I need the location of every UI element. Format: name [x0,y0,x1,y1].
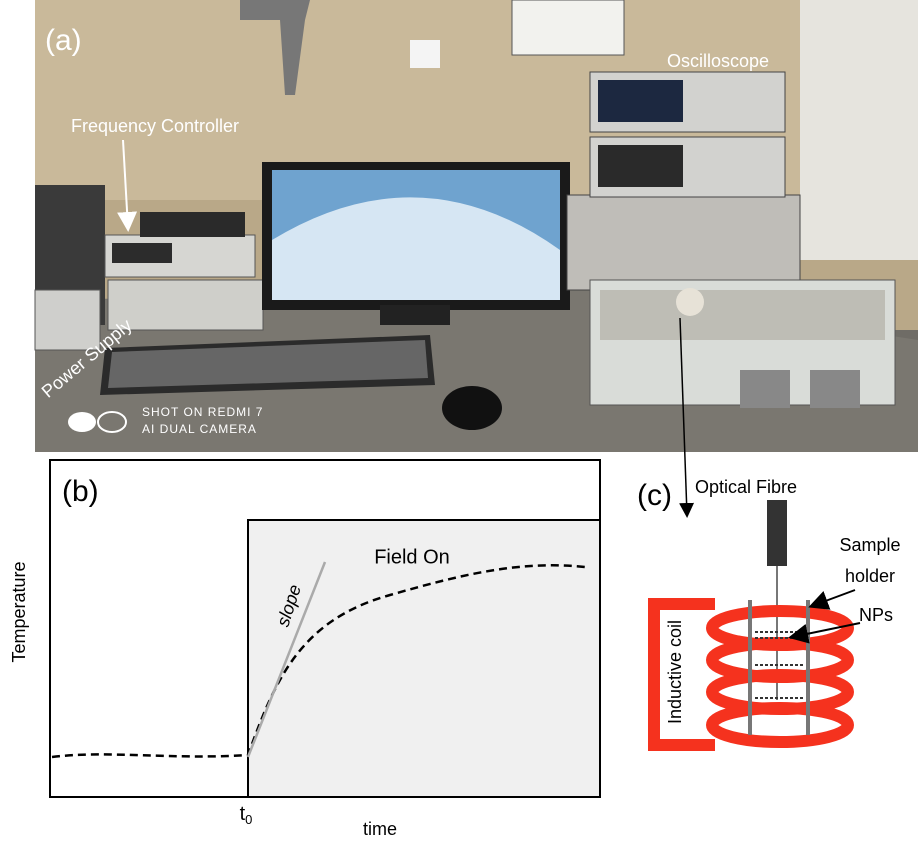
label-frequency-controller: Frequency Controller [71,116,239,136]
label-sample-holder: holder [845,566,895,586]
t0-sub: 0 [245,812,252,827]
fibre-head [767,500,787,566]
label-nps: NPs [859,605,893,625]
figure: (a) Oscilloscope Frequency Controller Po… [0,0,918,843]
label-inductive-coil: Inductive coil [665,620,685,724]
label-optical-fibre: Optical Fibre [695,477,797,497]
label-sample-holder: Sample [839,535,900,555]
panel-label: (b) [62,475,99,508]
photo [35,0,918,452]
watermark: SHOT ON REDMI 7 [142,405,263,419]
panel-label: (c) [637,479,672,512]
watermark: AI DUAL CAMERA [142,422,257,436]
panel-label: (a) [45,24,82,57]
arrow [812,590,855,606]
field-on-label: Field On [374,546,450,568]
x-axis-label: time [363,819,397,839]
y-axis-label: Temperature [9,561,29,662]
label-oscilloscope: Oscilloscope [667,51,769,71]
t0-label: t0 [240,803,253,827]
